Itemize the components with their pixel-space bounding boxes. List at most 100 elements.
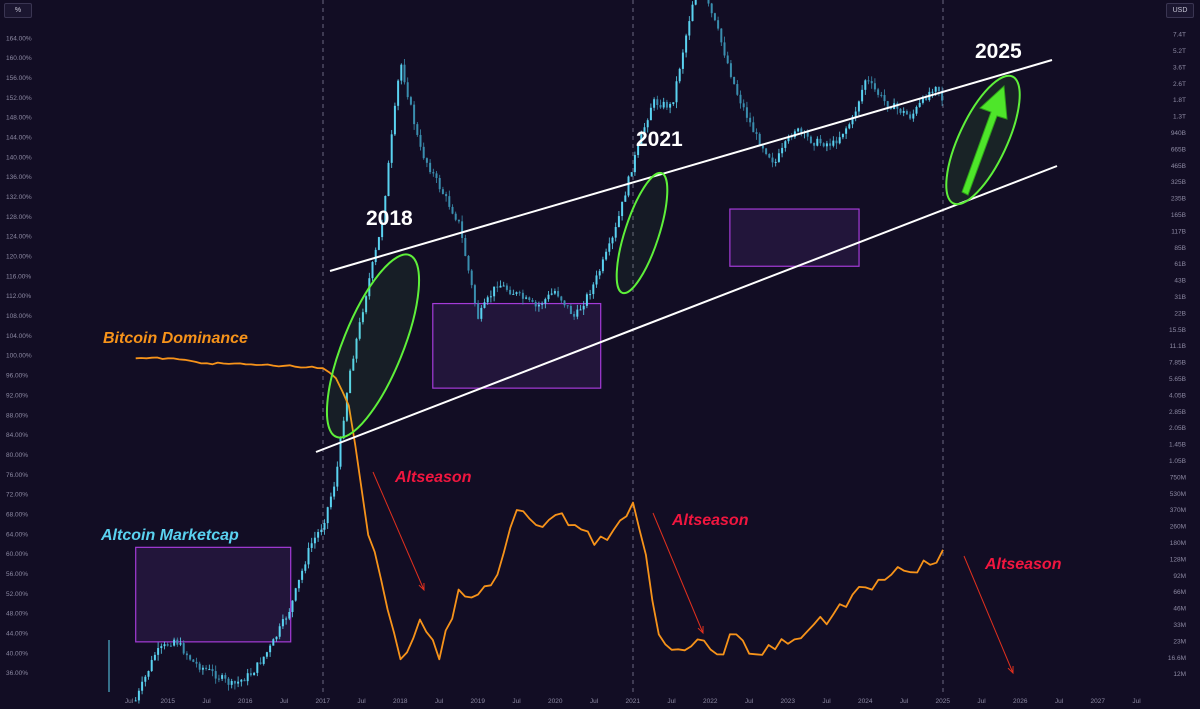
marketcap-candle <box>329 496 332 508</box>
marketcap-candle <box>822 143 825 147</box>
marketcap-candle <box>739 94 742 104</box>
marketcap-candle <box>605 251 608 260</box>
marketcap-candle <box>541 303 544 305</box>
marketcap-candle <box>211 669 214 672</box>
marketcap-candle <box>438 178 441 190</box>
x-axis-tick: 2016 <box>238 698 253 705</box>
marketcap-candle <box>157 648 160 655</box>
marketcap-candle <box>470 270 473 286</box>
marketcap-candle <box>781 147 784 154</box>
cycle-ellipse-2018 <box>325 253 421 439</box>
marketcap-candle <box>544 299 547 304</box>
marketcap-candle <box>733 76 736 85</box>
marketcap-candle <box>246 673 249 682</box>
marketcap-candle <box>925 96 928 101</box>
altcoin-marketcap-label: Altcoin Marketcap <box>100 527 239 544</box>
down-arrow-head-icon <box>697 625 704 635</box>
right-axis-tick: 325B <box>1171 179 1186 186</box>
marketcap-candle <box>253 672 256 676</box>
marketcap-candle <box>345 393 348 421</box>
marketcap-candle <box>736 84 739 95</box>
marketcap-candle <box>589 294 592 296</box>
right-axis-tick: 5.65B <box>1169 376 1186 383</box>
right-axis-tick: 260M <box>1170 524 1186 531</box>
left-axis-tick: 40.00% <box>6 650 28 657</box>
right-axis-tick: 165B <box>1171 212 1186 219</box>
x-axis-tick: 2018 <box>393 698 408 705</box>
marketcap-candle <box>633 155 636 173</box>
marketcap-candle <box>621 201 624 217</box>
marketcap-candle <box>185 653 188 656</box>
marketcap-candle <box>163 644 166 647</box>
marketcap-candle <box>563 300 566 306</box>
right-axis-tick: 2.6T <box>1173 81 1186 88</box>
marketcap-candle <box>873 83 876 90</box>
marketcap-candle <box>723 42 726 56</box>
marketcap-candle <box>755 132 758 134</box>
currency-button[interactable]: USD <box>1166 3 1194 18</box>
marketcap-candle <box>717 20 720 29</box>
marketcap-candle <box>525 297 528 299</box>
x-axis-tick: Jul <box>900 698 909 705</box>
left-axis-tick: 88.00% <box>6 412 28 419</box>
left-axis-tick: 140.00% <box>6 154 32 161</box>
marketcap-candle <box>179 643 182 645</box>
marketcap-candle <box>509 289 512 295</box>
marketcap-candle <box>787 136 790 142</box>
left-axis-tick: 80.00% <box>6 452 28 459</box>
marketcap-candle <box>275 636 278 640</box>
marketcap-candle <box>528 297 531 300</box>
right-axis-tick: 16.6M <box>1168 655 1186 662</box>
right-axis-tick: 1.45B <box>1169 442 1186 449</box>
marketcap-candle <box>627 176 630 196</box>
up-arrow-icon <box>961 84 1008 196</box>
marketcap-candle <box>339 438 342 467</box>
left-scale-button[interactable]: % <box>4 3 32 18</box>
marketcap-candle <box>477 303 480 319</box>
marketcap-candle <box>317 532 320 538</box>
marketcap-candle <box>195 661 198 664</box>
marketcap-candle <box>688 21 691 36</box>
marketcap-candle <box>457 219 460 222</box>
x-axis-tick: Jul <box>977 698 986 705</box>
marketcap-candle <box>205 667 208 670</box>
marketcap-candle <box>557 291 560 297</box>
down-arrow-line <box>372 471 425 591</box>
marketcap-candle <box>806 131 809 137</box>
marketcap-candle <box>531 299 534 302</box>
marketcap-candle <box>499 285 502 288</box>
marketcap-candle <box>710 3 713 14</box>
marketcap-candle <box>694 0 697 5</box>
marketcap-candle <box>237 681 240 684</box>
x-axis-tick: Jul <box>435 698 444 705</box>
marketcap-candle <box>800 128 803 133</box>
marketcap-candle <box>937 86 940 91</box>
marketcap-candle <box>429 162 432 173</box>
marketcap-candle <box>598 271 601 276</box>
right-axis-tick: 2.85B <box>1169 409 1186 416</box>
channel-upper-line <box>329 59 1053 272</box>
right-axis-tick: 43B <box>1174 278 1186 285</box>
marketcap-candle <box>413 104 416 125</box>
marketcap-candle <box>365 296 368 313</box>
marketcap-candle <box>867 80 870 82</box>
channel-lower-line <box>315 165 1058 453</box>
x-axis-tick: 2023 <box>781 698 796 705</box>
right-axis-tick: 46M <box>1173 606 1186 613</box>
x-axis-tick: 2021 <box>626 698 641 705</box>
left-axis-tick: 120.00% <box>6 254 32 261</box>
marketcap-candle <box>653 99 656 108</box>
marketcap-candle <box>406 82 409 98</box>
marketcap-candle <box>166 644 169 646</box>
marketcap-candle <box>326 507 329 524</box>
marketcap-candle <box>217 678 220 680</box>
marketcap-candle <box>227 678 230 685</box>
marketcap-candle <box>307 547 310 565</box>
left-axis-tick: 44.00% <box>6 631 28 638</box>
marketcap-candle <box>432 172 435 174</box>
marketcap-candle <box>941 90 944 101</box>
x-axis-tick: Jul <box>667 698 676 705</box>
right-axis-tick: 85B <box>1174 245 1186 252</box>
right-axis-tick: 22B <box>1174 310 1186 317</box>
down-arrow-head-icon <box>418 582 425 592</box>
